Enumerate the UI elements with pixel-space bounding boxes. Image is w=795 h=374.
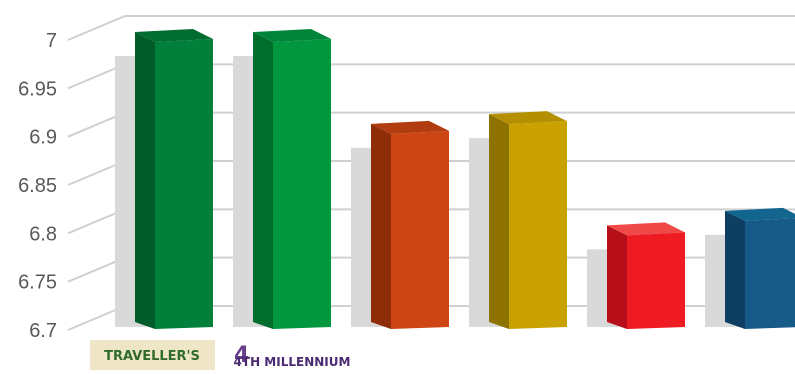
bar — [115, 29, 213, 329]
y-tick-label: 6.85 — [18, 175, 57, 197]
y-tick-label: 6.95 — [18, 78, 57, 100]
logo-digit-4: 4 — [234, 343, 249, 368]
bar-front — [627, 232, 685, 329]
y-tick-label: 6.9 — [29, 127, 57, 149]
bar-front — [155, 39, 213, 329]
bar-front — [509, 121, 567, 330]
bar-top — [489, 111, 567, 125]
bar-top — [253, 29, 331, 42]
bar-top — [135, 29, 213, 42]
bars — [115, 29, 795, 330]
bar-front — [745, 218, 795, 329]
y-tick-label: 6.75 — [18, 272, 57, 294]
gridline — [67, 15, 795, 41]
bar-front — [273, 39, 331, 329]
bar — [351, 120, 449, 329]
bar-side — [253, 32, 273, 329]
category-labels: TRAVELLER'S 4 4TH MILLENNIUM — [90, 340, 350, 370]
travellers-logo-bg — [90, 340, 215, 370]
bar-side — [135, 32, 155, 329]
bar-front — [391, 130, 449, 329]
travellers-logo: TRAVELLER'S — [90, 340, 215, 370]
bar-side — [489, 114, 509, 330]
y-tick-label: 7 — [46, 30, 57, 52]
bar-top — [371, 120, 449, 134]
bar — [233, 29, 331, 329]
bar — [587, 222, 685, 329]
bar — [705, 207, 795, 329]
bar — [469, 111, 567, 330]
bar-side — [371, 123, 391, 329]
bar-side — [607, 225, 627, 329]
bar-top — [725, 207, 795, 221]
bar-side — [725, 210, 745, 329]
4th-millennium-logo: 4 4TH MILLENNIUM — [234, 343, 351, 369]
bar-top — [607, 222, 685, 236]
y-tick-label: 6.7 — [29, 320, 57, 342]
category-label: TRAVELLER'S — [104, 349, 200, 364]
y-axis-ticks: 6.7 6.75 6.8 6.85 6.9 6.95 7 — [18, 30, 57, 342]
y-tick-label: 6.8 — [29, 223, 57, 245]
category-label: 4TH MILLENNIUM — [234, 355, 351, 369]
